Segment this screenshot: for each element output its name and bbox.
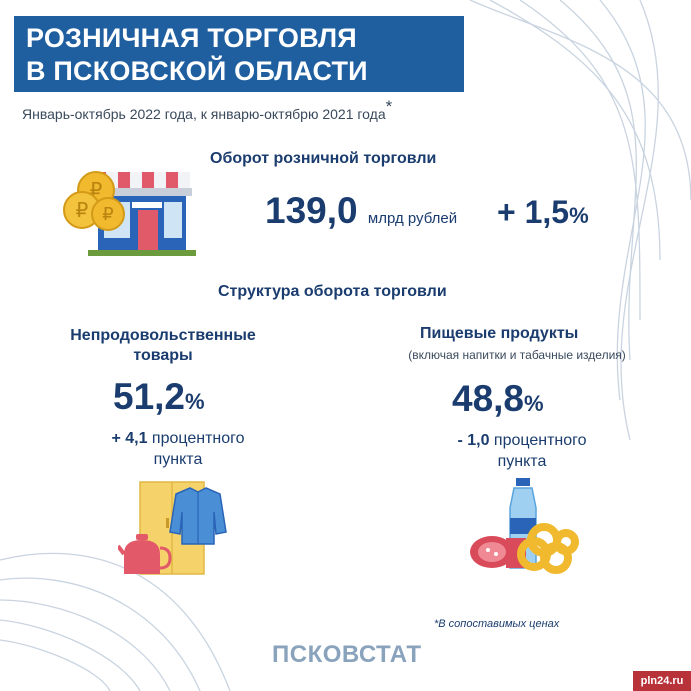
kettle-icon <box>118 534 172 574</box>
food-sublabel: (включая напитки и табачные изделия) <box>408 348 626 362</box>
bagels-icon <box>517 523 579 574</box>
food-change-text: процентного <box>493 432 587 449</box>
nonfood-change: + 4,1 процентного пункта <box>78 428 278 470</box>
watermark[interactable]: pln24.ru <box>633 671 691 691</box>
turnover-value-block: 139,0 млрд рублей <box>265 190 457 232</box>
nonfood-label: Непродовольственные товары <box>58 326 268 366</box>
nonfood-change-text: процентного <box>151 430 245 447</box>
title-banner: РОЗНИЧНАЯ ТОРГОВЛЯ В ПСКОВСКОЙ ОБЛАСТИ <box>14 16 464 92</box>
food-change-text2: пункта <box>497 453 547 470</box>
title-line-1: РОЗНИЧНАЯ ТОРГОВЛЯ <box>26 23 357 53</box>
food-products-icon <box>470 478 579 574</box>
turnover-change-block: + 1,5% <box>497 194 589 231</box>
title-line-2: В ПСКОВСКОЙ ОБЛАСТИ <box>26 56 368 86</box>
food-share: 48,8 <box>452 378 525 419</box>
shirt-icon <box>169 487 227 545</box>
food-change-value: - 1,0 <box>457 432 490 449</box>
svg-text:₽: ₽ <box>102 204 113 225</box>
nonfood-change-value: + 4,1 <box>111 430 148 447</box>
coins-icon: ₽ ₽ ₽ <box>63 171 125 231</box>
shop-with-coins-icon: ₽ ₽ ₽ <box>63 171 196 256</box>
food-share-unit: % <box>524 391 544 416</box>
nonfood-share-unit: % <box>185 389 205 414</box>
turnover-unit: млрд рублей <box>367 210 458 227</box>
turnover-value: 139,0 <box>265 190 358 231</box>
food-change: - 1,0 процентного пункта <box>422 430 622 472</box>
turnover-change: + 1,5 <box>497 194 570 230</box>
brand-logo-text: ПСКОВСТАТ <box>272 641 422 668</box>
food-share-block: 48,8% <box>452 378 544 420</box>
svg-text:₽: ₽ <box>76 198 89 222</box>
structure-heading: Структура оборота торговли <box>218 283 447 300</box>
turnover-change-unit: % <box>569 203 589 228</box>
nonfood-change-text2: пункта <box>153 451 203 468</box>
subtitle-asterisk: * <box>385 97 393 116</box>
nonfood-label-line1: Непродовольственные <box>70 327 256 344</box>
turnover-heading: Оборот розничной торговли <box>210 150 437 167</box>
nonfood-share-block: 51,2% <box>113 376 205 418</box>
nonfood-label-line2: товары <box>133 347 193 364</box>
nonfood-share: 51,2 <box>113 376 186 417</box>
nonfood-goods-icon <box>118 481 227 575</box>
subtitle-text: Январь-октябрь 2022 года, к январю-октяб… <box>22 106 386 122</box>
footnote: *В сопоставимых ценах <box>434 618 560 630</box>
food-label: Пищевые продукты <box>420 325 579 342</box>
subtitle: Январь-октябрь 2022 года, к январю-октяб… <box>22 97 392 124</box>
